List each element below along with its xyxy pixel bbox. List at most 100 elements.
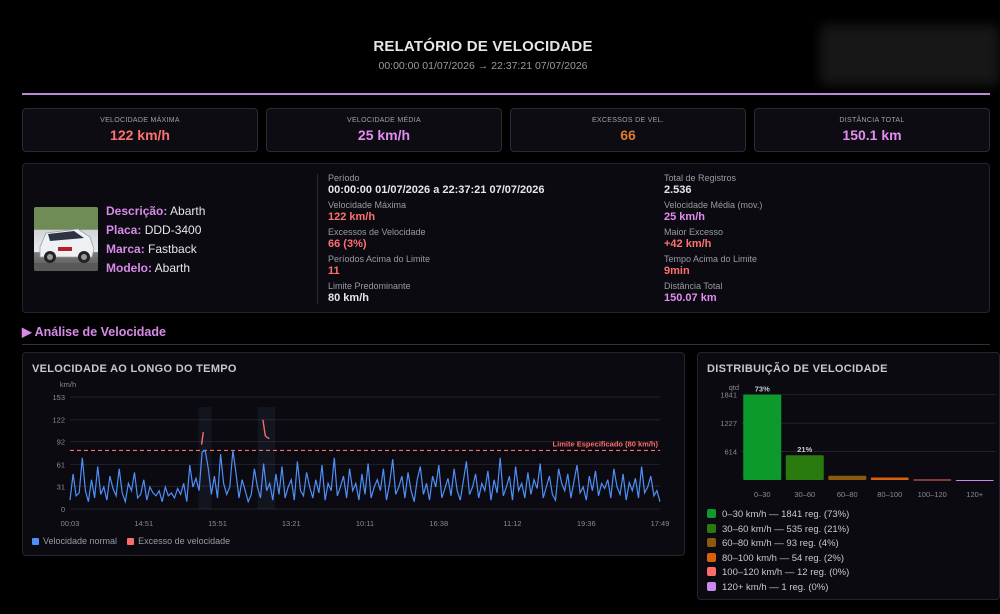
distribution-chart-panel: DISTRIBUIÇÃO DE VELOCIDADE qtd 614 1227 184… xyxy=(697,352,1000,600)
excess-shade xyxy=(198,407,212,509)
legend-label: 80–100 km/h — 54 reg. (2%) xyxy=(722,552,844,564)
kpi-label: Distância Total xyxy=(839,117,905,124)
kpi-excesses: Excessos de Vel. 66 xyxy=(510,108,746,152)
vehicle-plate-label: Placa: xyxy=(106,223,142,237)
kpi-value: 66 xyxy=(620,127,636,143)
report-header: RELATÓRIO DE VELOCIDADE 00:00:00 01/07/2… xyxy=(0,38,966,72)
y-axis-unit: qtd xyxy=(729,383,739,392)
legend-swatch xyxy=(707,538,716,547)
vehicle-brand: Fastback xyxy=(148,242,197,256)
bar xyxy=(785,455,824,480)
bar xyxy=(870,477,909,480)
y-tick-label: 614 xyxy=(724,448,737,457)
x-tick-label: 100–120 xyxy=(918,490,947,499)
kpi-avg-speed: Velocidade Média 25 km/h xyxy=(266,108,502,152)
bar-percent-label: 73% xyxy=(755,385,770,394)
stat-period: 00:00:00 01/07/2026 a 22:37:21 07/07/202… xyxy=(328,184,545,196)
timeline-chart-title: VELOCIDADE AO LONGO DO TEMPO xyxy=(32,363,237,375)
kpi-label: Velocidade Máxima xyxy=(100,117,180,124)
legend-label: 0–30 km/h — 1841 reg. (73%) xyxy=(722,509,850,520)
bar xyxy=(743,394,782,480)
section-speed-analysis[interactable]: ▶ Análise de Velocidade xyxy=(22,325,166,339)
x-tick-label: 120+ xyxy=(966,490,984,499)
kpi-label: Excessos de Vel. xyxy=(591,117,665,124)
bar-percent-label: 21% xyxy=(797,445,812,454)
stat-label: Total de Registros xyxy=(664,173,737,183)
x-tick-label: 16:38 xyxy=(429,519,448,528)
y-tick-label: 61 xyxy=(57,460,65,469)
legend-swatch xyxy=(707,581,716,591)
y-tick-label: 153 xyxy=(52,393,65,402)
legend-item: 0–30 km/h — 1841 reg. (73%) xyxy=(707,508,849,523)
stats-column-right: Total de Registros 2.536 Velocidade Médi… xyxy=(664,173,762,304)
stats-column-left: Período 00:00:00 01/07/2026 a 22:37:21 0… xyxy=(328,173,545,304)
distribution-chart: qtd 614 1227 1841 0–30 73% 30–60 21% 60–80 80–100… xyxy=(720,383,996,499)
y-tick-label: 0 xyxy=(61,505,65,514)
stat-excesses: 66 (3%) xyxy=(328,238,367,250)
stat-label: Tempo Acima do Limite xyxy=(664,254,758,264)
y-tick-label: 122 xyxy=(52,416,65,425)
kpi-label: Velocidade Média xyxy=(346,117,422,124)
kpi-value: 150.1 km xyxy=(842,127,902,143)
section-divider xyxy=(22,344,990,345)
excess-shade xyxy=(257,407,276,509)
stat-label: Velocidade Média (mov.) xyxy=(664,200,763,210)
stat-label: Maior Excesso xyxy=(664,227,724,237)
legend-swatch xyxy=(707,567,716,576)
info-divider xyxy=(317,174,318,304)
stat-time-above-limit: 9min xyxy=(664,265,690,277)
series-normal-line xyxy=(69,449,661,505)
legend-normal-label: Velocidade normal xyxy=(43,536,118,546)
vehicle-details: Descrição: Abarth Placa: DDD-3400 Marca:… xyxy=(106,202,205,278)
stat-label: Velocidade Máxima xyxy=(328,200,407,210)
series-excess-segment xyxy=(262,419,270,440)
legend-excess-label: Excesso de velocidade xyxy=(138,536,231,546)
stat-predominant-limit: 80 km/h xyxy=(328,292,369,304)
page-title: RELATÓRIO DE VELOCIDADE xyxy=(373,38,593,55)
legend-item: 100–120 km/h — 12 reg. (0%) xyxy=(707,566,849,581)
kpi-max-speed: Velocidade Máxima 122 km/h xyxy=(22,108,258,152)
y-tick-label: 1227 xyxy=(720,419,737,428)
redacted-logo xyxy=(820,25,1000,85)
vehicle-photo xyxy=(34,207,98,271)
vehicle-model: Abarth xyxy=(154,261,191,275)
x-tick-label: 11:12 xyxy=(503,519,521,528)
x-tick-label: 30–60 xyxy=(794,490,815,499)
stat-total-distance: 150.07 km xyxy=(664,292,717,304)
legend-item: 60–80 km/h — 93 reg. (4%) xyxy=(707,537,849,552)
kpi-value: 122 km/h xyxy=(110,127,170,143)
kpi-value: 25 km/h xyxy=(357,127,411,143)
stat-largest-excess: +42 km/h xyxy=(664,238,712,250)
legend-label: 60–80 km/h — 93 reg. (4%) xyxy=(722,538,839,549)
stat-label: Limite Predominante xyxy=(328,281,411,291)
x-tick-label: 13:21 xyxy=(282,519,301,528)
stat-avg-speed: 25 km/h xyxy=(664,211,705,223)
legend-normal: Velocidade normal xyxy=(32,536,117,546)
x-tick-label: 0–30 xyxy=(754,490,771,499)
x-tick-label: 00:03 xyxy=(61,519,80,528)
stat-label: Períodos Acima do Limite xyxy=(328,254,431,264)
stat-total-records: 2.536 xyxy=(664,184,692,196)
x-tick-label: 17:49 xyxy=(651,519,670,528)
stat-periods-above-limit: 11 xyxy=(328,265,340,277)
stat-label: Período xyxy=(328,173,360,183)
vehicle-description: Abarth xyxy=(170,204,206,218)
stat-label: Excessos de Velocidade xyxy=(328,227,426,237)
legend-swatch xyxy=(707,523,716,533)
header-divider xyxy=(22,93,990,95)
legend-label: 120+ km/h — 1 reg. (0%) xyxy=(722,581,829,593)
legend-item: 80–100 km/h — 54 reg. (2%) xyxy=(707,552,849,567)
bar xyxy=(913,479,952,481)
series-excess-segment xyxy=(200,432,204,445)
y-tick-label: 92 xyxy=(57,438,65,447)
vehicle-info-card: Descrição: Abarth Placa: DDD-3400 Marca:… xyxy=(22,163,990,313)
timeline-chart: km/h 0 31 61 92 122 153 00:03 14:51 15:51 13:21 10:… xyxy=(52,380,670,528)
legend-swatch xyxy=(707,552,716,562)
legend-label: 30–60 km/h — 535 reg. (21%) xyxy=(722,523,850,535)
report-period: 00:00:00 01/07/2026 → 22:37:21 07/07/202… xyxy=(378,60,588,72)
kpi-row: Velocidade Máxima 122 km/h Velocidade Mé… xyxy=(22,108,990,152)
legend-item: 120+ km/h — 1 reg. (0%) xyxy=(707,581,849,596)
y-tick-label: 1841 xyxy=(720,391,737,400)
distribution-legend: 0–30 km/h — 1841 reg. (73%) 30–60 km/h — … xyxy=(707,508,849,595)
